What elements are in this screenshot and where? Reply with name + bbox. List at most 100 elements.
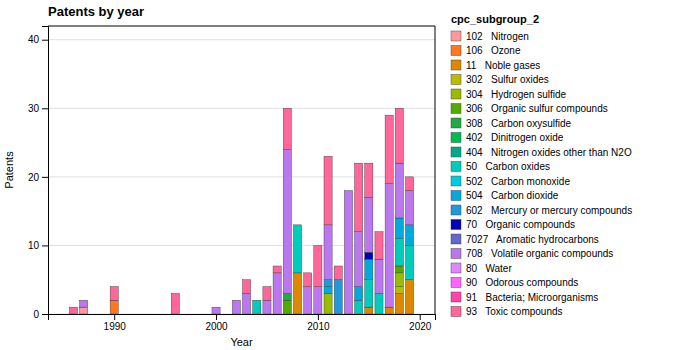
bar-series <box>365 252 373 259</box>
legend-swatch <box>451 191 461 201</box>
legend-swatch <box>451 75 461 85</box>
bar <box>243 280 251 294</box>
bar <box>365 163 373 197</box>
legend-item: 308 Carbon oxysulfide <box>451 118 572 129</box>
legend-label: 70 Organic compounds <box>466 219 575 230</box>
y-tick-label: 0 <box>33 309 39 320</box>
bar <box>283 293 291 300</box>
bar <box>273 266 281 273</box>
bar <box>304 273 312 287</box>
bar <box>314 245 322 286</box>
x-tick-mark <box>216 314 217 320</box>
bar <box>212 307 220 314</box>
legend-label: 80 Water <box>466 263 512 274</box>
x-axis: 1990200020102020 <box>49 314 436 332</box>
legend-label: 50 Carbon oxides <box>466 161 550 172</box>
y-tick-mark <box>42 108 48 109</box>
legend-label: 102 Nitrogen <box>466 31 529 42</box>
bar-series <box>293 273 413 314</box>
legend-item: 404 Nitrogen oxides other than N2O <box>451 147 632 158</box>
legend-item: 93 Toxic compounds <box>451 306 563 317</box>
legend-label: 404 Nitrogen oxides other than N2O <box>466 147 632 158</box>
legend: cpc_subgroup_2 102 Nitrogen 106 Ozone 11 No… <box>451 13 632 317</box>
bar <box>395 287 403 294</box>
bar-series <box>395 287 403 294</box>
bar <box>110 300 118 314</box>
bar <box>365 252 373 259</box>
bar <box>395 273 403 287</box>
bar <box>273 273 281 314</box>
bar <box>355 232 363 287</box>
legend-swatch <box>451 263 461 273</box>
legend-label: 402 Dinitrogen oxide <box>466 132 564 143</box>
legend-label: 306 Organic sulfur compounds <box>466 103 608 114</box>
legend-label: 93 Toxic compounds <box>466 306 563 317</box>
bar <box>355 300 363 314</box>
chart-title: Patents by year <box>48 4 144 19</box>
bar <box>314 287 322 314</box>
x-axis-line <box>49 315 436 321</box>
bar <box>283 300 291 314</box>
legend-item: 502 Carbon monoxide <box>451 176 570 187</box>
x-tick-mark <box>420 314 421 320</box>
y-tick-mark <box>42 245 48 246</box>
legend-label: 304 Hydrogen sulfide <box>466 89 567 100</box>
x-tick: 2020 <box>409 314 432 332</box>
y-tick: 0 <box>33 309 48 320</box>
grid-line <box>48 176 435 177</box>
legend-item: 7027 Aromatic hydrocarbons <box>451 234 599 245</box>
bar <box>375 232 383 259</box>
bar <box>405 245 413 279</box>
bar <box>263 287 271 301</box>
bar-series <box>110 300 118 314</box>
legend-swatch <box>451 249 461 259</box>
bar <box>263 300 271 314</box>
legend-swatch <box>451 234 461 244</box>
bar <box>334 266 342 280</box>
bars <box>69 108 413 314</box>
legend-label: 308 Carbon oxysulfide <box>466 118 572 129</box>
bar <box>324 280 332 287</box>
legend-label: 302 Sulfur oxides <box>466 74 549 85</box>
bar-series <box>80 307 88 314</box>
bar <box>344 191 352 314</box>
bar <box>355 163 363 232</box>
bar <box>385 307 393 314</box>
legend-label: 11 Noble gases <box>466 60 540 71</box>
bar <box>365 307 373 314</box>
legend-item: 80 Water <box>451 263 512 274</box>
legend-title: cpc_subgroup_2 <box>451 13 539 25</box>
x-tick: 2010 <box>307 314 330 332</box>
legend-item: 91 Bacteria; Microorganisms <box>451 292 598 303</box>
bar <box>110 287 118 301</box>
legend-swatch <box>451 220 461 230</box>
legend-label: 106 Ozone <box>466 45 521 56</box>
y-tick-label: 40 <box>28 34 40 45</box>
bar <box>283 108 291 149</box>
legend-item: 708 Volatile organic compounds <box>451 248 613 259</box>
legend-swatch <box>451 278 461 288</box>
legend-swatch <box>451 89 461 99</box>
bar <box>405 225 413 246</box>
bar <box>405 177 413 191</box>
y-tick-label: 10 <box>28 240 40 251</box>
legend-item: 402 Dinitrogen oxide <box>451 132 564 143</box>
legend-item: 70 Organic compounds <box>451 219 575 230</box>
bar <box>171 293 179 314</box>
legend-swatch <box>451 133 461 143</box>
y-tick-label: 30 <box>28 103 40 114</box>
legend-item: 602 Mercury or mercury compounds <box>451 205 632 216</box>
x-tick-label: 2000 <box>205 321 228 332</box>
chart-svg: 1990200020102020010203040Patents by year… <box>0 0 680 350</box>
bar <box>395 293 403 314</box>
legend-swatch <box>451 60 461 70</box>
bar <box>405 280 413 314</box>
bar <box>365 197 373 252</box>
bar <box>324 287 332 294</box>
legend-swatch <box>451 118 461 128</box>
y-tick-mark <box>42 314 48 315</box>
bar <box>385 184 393 307</box>
plot-area: 1990200020102020010203040 <box>28 26 436 332</box>
legend-item: 90 Odorous compounds <box>451 277 578 288</box>
bar <box>243 293 251 314</box>
